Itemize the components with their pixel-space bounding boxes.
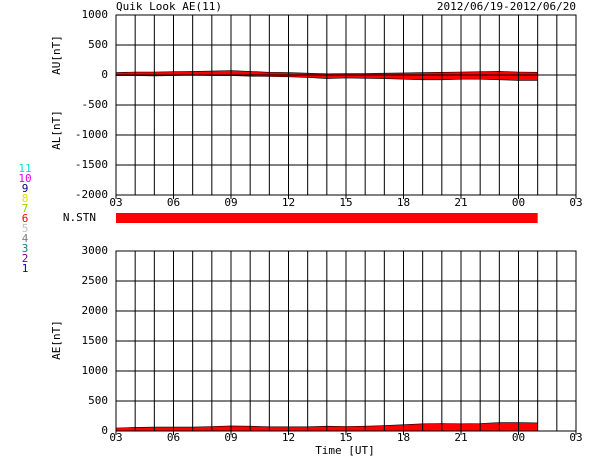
station-legend: 7 (22, 202, 29, 215)
y-axis-title: AE[nT] (50, 320, 63, 360)
station-legend: 6 (22, 212, 29, 225)
x-tick-label: 06 (167, 196, 180, 209)
x-tick-label: 00 (512, 196, 525, 209)
stations-label: N.STN (63, 211, 96, 224)
y-tick-label: 0 (101, 68, 108, 81)
x-tick-label: 12 (282, 431, 295, 444)
x-tick-label: 03 (109, 196, 122, 209)
plot-frame (115, 250, 577, 432)
x-tick-label: 03 (569, 431, 582, 444)
station-legend: 3 (22, 242, 29, 255)
station-legend: 1 (22, 262, 29, 275)
station-legend: 2 (22, 252, 29, 265)
station-bar (116, 213, 538, 223)
y-tick-label: 2000 (82, 304, 109, 317)
x-tick-label: 18 (397, 196, 410, 209)
x-tick-label: 06 (167, 431, 180, 444)
x-tick-label: 03 (569, 196, 582, 209)
y-tick-label: -1000 (75, 128, 108, 141)
x-tick-label: 21 (454, 431, 467, 444)
x-tick-label: 03 (109, 431, 122, 444)
y-tick-label: -1500 (75, 158, 108, 171)
y-tick-label: 2500 (82, 274, 109, 287)
y-tick-label: 1000 (82, 8, 109, 21)
x-tick-label: 18 (397, 431, 410, 444)
x-tick-label: 21 (454, 196, 467, 209)
y-tick-label: -2000 (75, 188, 108, 201)
plot-frame (115, 14, 577, 196)
area (115, 70, 538, 76)
station-legend: 9 (22, 182, 29, 195)
station-legend: 8 (22, 192, 29, 205)
x-axis-title: Time [UT] (315, 444, 375, 457)
x-tick-label: 00 (512, 431, 525, 444)
y-tick-label: 1500 (82, 334, 109, 347)
x-tick-label: 12 (282, 196, 295, 209)
y-tick-label: 3000 (82, 244, 109, 257)
y-tick-label: 0 (101, 424, 108, 437)
station-legend: 4 (22, 232, 29, 245)
y-tick-label: 500 (88, 394, 108, 407)
station-legend: 11 (18, 162, 31, 175)
y-tick-label: -500 (82, 98, 109, 111)
x-tick-label: 15 (339, 431, 352, 444)
y-tick-label: 500 (88, 38, 108, 51)
x-tick-label: 09 (224, 431, 237, 444)
title: Quik Look AE(11) (116, 0, 222, 13)
y-axis-title: AU[nT] (50, 35, 63, 75)
x-tick-label: 15 (339, 196, 352, 209)
y-tick-label: 1000 (82, 364, 109, 377)
y-axis-title: AL[nT] (50, 110, 63, 150)
station-legend: 10 (18, 172, 31, 185)
station-legend: 5 (22, 222, 29, 235)
x-tick-label: 09 (224, 196, 237, 209)
date-range: 2012/06/19-2012/06/20 (437, 0, 576, 13)
